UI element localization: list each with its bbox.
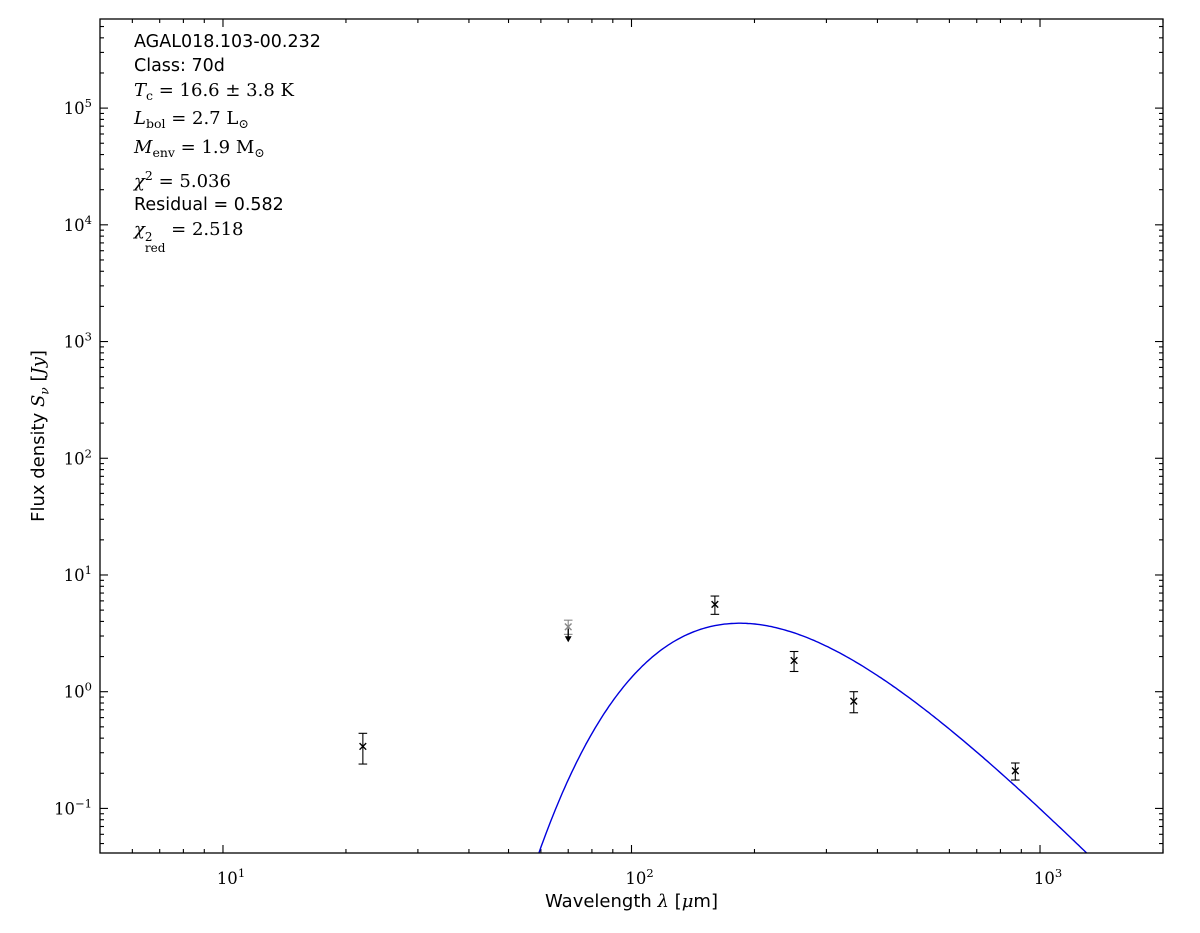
data-point-250um: [789, 650, 799, 673]
y-tick-label: 101: [64, 563, 92, 585]
y-tick-label: 105: [64, 96, 92, 118]
y-tick-label: 100: [64, 680, 92, 702]
sup-sub-stack: 2 red: [144, 229, 166, 255]
x-axis-label: Wavelength λ [μm]: [545, 891, 718, 912]
annotation-line: Residual = 0.582: [134, 195, 284, 216]
x-tick-label: 103: [1034, 866, 1062, 888]
annotation-line: χ 2 red = 2.518: [134, 218, 244, 255]
y-tick-label: 10−1: [54, 796, 92, 818]
data-point-70um: [563, 619, 573, 643]
annotation-line: Tc = 16.6 ± 3.8 K: [134, 79, 294, 103]
x-tick-label: 101: [217, 866, 245, 888]
annotation-line: χ2 = 5.036: [134, 168, 231, 193]
y-tick-label: 103: [64, 330, 92, 352]
fit-annotation: AGAL018.103-00.232 Class: 70d Tc = 16.6 ± …: [134, 30, 321, 254]
annotation-line: Lbol = 2.7 L⊙: [134, 108, 249, 132]
annotation-line: AGAL018.103-00.232: [134, 32, 321, 52]
y-tick-label: 104: [64, 213, 92, 235]
axis-ticks: [100, 19, 1164, 853]
model-curve: [538, 622, 1088, 853]
tick-labels: 101 102 103 10−1 100 101 102 103 104 105 Wavelengt…: [28, 96, 1062, 912]
annotation-line: Menv = 1.9 M⊙: [134, 136, 265, 160]
annotation-line: Class: 70d: [134, 56, 225, 77]
data-point-22um: [358, 732, 368, 765]
y-tick-label: 102: [64, 446, 92, 468]
x-tick-label: 102: [625, 866, 653, 888]
y-axis-label: Flux density Sν [Jy]: [28, 350, 52, 522]
data-point-350um: [849, 691, 859, 714]
data-point-870um: [1011, 762, 1020, 781]
data-point-160um: [710, 595, 720, 615]
axes-frame: [99, 18, 1164, 854]
